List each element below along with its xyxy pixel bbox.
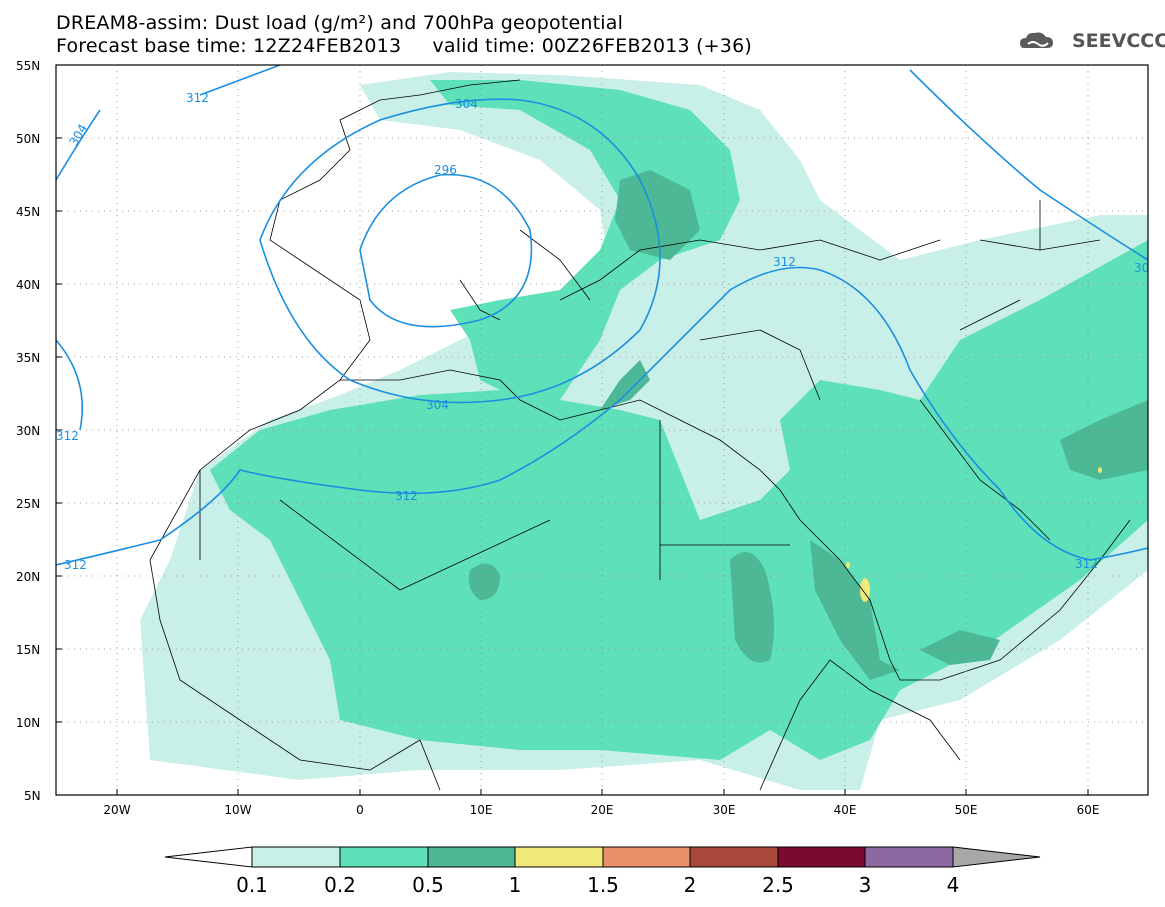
lon-tick-label: 0	[356, 803, 364, 817]
colorbar-tick-label: 2.5	[762, 873, 794, 897]
lat-tick-label: 5N	[24, 789, 41, 803]
dust-shading	[140, 72, 1148, 790]
contour-label: 296	[434, 163, 457, 177]
lat-tick-label: 25N	[16, 497, 40, 511]
dust-level-1	[846, 467, 1102, 602]
colorbar	[164, 846, 1041, 868]
colorbar-tick-label: 1	[509, 873, 522, 897]
colorbar-segment	[164, 846, 253, 868]
colorbar-segment	[602, 846, 691, 868]
dust-level-0-2	[210, 80, 1148, 760]
colorbar-segment	[777, 846, 866, 868]
lat-tick-label: 50N	[16, 132, 40, 146]
colorbar-tick-label: 0.2	[324, 873, 356, 897]
colorbar-tick-label: 2	[684, 873, 697, 897]
contour-label: 312	[395, 489, 418, 503]
graticule	[56, 65, 1148, 795]
colorbar-segment	[339, 846, 429, 868]
contour-label: 312	[1075, 557, 1098, 571]
contour-label: 312	[64, 558, 87, 572]
colorbar-segment	[251, 846, 341, 868]
cloud-logo-icon	[1020, 32, 1053, 48]
lat-tick-label: 10N	[16, 716, 40, 730]
colorbar-tick-label: 0.1	[236, 873, 268, 897]
lon-tick-label: 50E	[955, 803, 978, 817]
colorbar-segment	[514, 846, 604, 868]
lon-tick-label: 20W	[103, 803, 130, 817]
lat-tick-label: 55N	[16, 59, 40, 73]
latitude-labels: 55N 50N 45N 40N 35N 30N 25N 20N 15N 10N …	[16, 59, 41, 803]
dust-level-0-5	[468, 170, 1148, 680]
coastlines	[149, 79, 1131, 791]
lon-tick-label: 20E	[591, 803, 614, 817]
lon-tick-label: 30E	[713, 803, 736, 817]
lon-tick-label: 40E	[834, 803, 857, 817]
contour-label: 304	[426, 398, 449, 412]
colorbar-tick-label: 4	[947, 873, 960, 897]
colorbar-tick-label: 1.5	[587, 873, 619, 897]
lon-tick-label: 10W	[224, 803, 251, 817]
contour-label: 304	[455, 97, 478, 111]
contour-label: 312	[773, 255, 796, 269]
contour-label: 312	[56, 429, 79, 443]
lat-tick-label: 15N	[16, 643, 40, 657]
contour-label: 312	[186, 91, 209, 105]
colorbar-segment	[864, 846, 954, 868]
map-title: DREAM8-assim: Dust load (g/m²) and 700hP…	[56, 12, 624, 34]
contour-label: 304	[66, 122, 90, 149]
contour-label: 30	[1134, 261, 1149, 275]
axis-ticks	[56, 64, 1089, 796]
colorbar-tick-label: 3	[859, 873, 872, 897]
longitude-labels: 20W 10W 0 10E 20E 30E 40E 50E 60E	[103, 803, 1099, 817]
colorbar-segment	[952, 846, 1041, 868]
lat-tick-label: 40N	[16, 278, 40, 292]
logo-text: SEEVCCC	[1072, 30, 1165, 52]
lat-tick-label: 30N	[16, 424, 40, 438]
colorbar-tick-label: 0.5	[412, 873, 444, 897]
colorbar-segment	[689, 846, 779, 868]
colorbar-labels: 0.1 0.2 0.5 1 1.5 2 2.5 3 4	[236, 873, 959, 897]
lon-tick-label: 60E	[1077, 803, 1100, 817]
colorbar-segment	[427, 846, 516, 868]
lat-tick-label: 45N	[16, 205, 40, 219]
lon-tick-label: 10E	[470, 803, 493, 817]
geopotential-contours	[56, 65, 1148, 566]
lat-tick-label: 35N	[16, 351, 40, 365]
lat-tick-label: 20N	[16, 570, 40, 584]
forecast-time-subtitle: Forecast base time: 12Z24FEB2013 valid t…	[56, 35, 752, 57]
